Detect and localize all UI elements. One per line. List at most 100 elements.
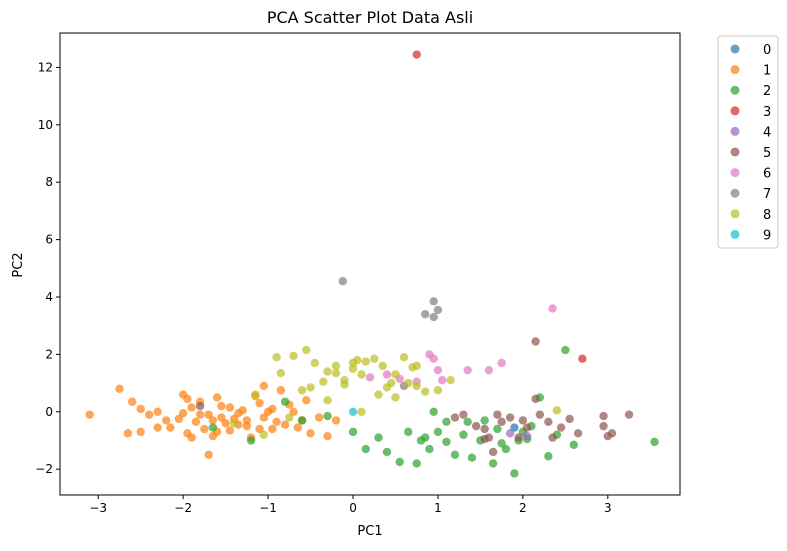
data-point-class-7 <box>421 310 430 319</box>
data-point-class-2 <box>382 447 392 457</box>
legend-label: 9 <box>763 228 771 243</box>
data-point-class-1 <box>280 420 290 429</box>
data-point-class-2 <box>429 407 438 416</box>
data-point-class-1 <box>306 429 315 438</box>
data-point-class-1 <box>276 386 286 395</box>
data-point-class-6 <box>548 304 557 313</box>
legend-label: 8 <box>763 208 771 223</box>
x-tick-label: 1 <box>434 501 442 515</box>
x-tick-label: 2 <box>519 501 527 515</box>
legend-marker <box>730 44 740 54</box>
data-point-class-1 <box>255 398 264 408</box>
data-point-class-6 <box>463 365 472 375</box>
data-point-class-2 <box>488 459 498 468</box>
data-point-class-5 <box>556 423 566 432</box>
data-point-class-8 <box>285 413 294 422</box>
data-point-class-5 <box>607 429 617 438</box>
x-tick-label: −2 <box>174 501 192 515</box>
data-point-class-2 <box>280 397 290 406</box>
data-point-class-8 <box>340 380 349 389</box>
data-point-class-1 <box>331 416 341 425</box>
data-point-class-5 <box>514 433 523 442</box>
data-point-class-2 <box>442 437 451 447</box>
data-point-class-1 <box>268 404 277 414</box>
data-point-class-1 <box>259 413 269 422</box>
data-point-class-5 <box>548 433 557 442</box>
y-tick-label: 0 <box>45 405 53 419</box>
data-point-class-2 <box>544 452 553 461</box>
data-point-class-7 <box>433 305 443 315</box>
data-point-class-2 <box>412 459 421 468</box>
data-point-class-8 <box>382 383 392 392</box>
data-point-class-8 <box>289 351 298 361</box>
data-point-class-5 <box>531 337 540 346</box>
data-point-class-8 <box>446 376 455 385</box>
data-point-class-2 <box>501 444 511 454</box>
data-point-class-2 <box>421 433 430 442</box>
data-point-class-5 <box>493 410 502 419</box>
data-point-class-1 <box>166 423 175 432</box>
data-point-class-2 <box>650 437 659 447</box>
data-point-class-8 <box>348 364 358 373</box>
legend: 0 1 2 3 4 5 6 7 8 9 <box>717 35 779 249</box>
data-point-class-2 <box>442 417 451 427</box>
data-point-class-8 <box>370 354 379 363</box>
data-point-class-1 <box>144 410 154 419</box>
data-point-class-4 <box>522 431 532 441</box>
data-point-class-8 <box>433 386 443 395</box>
data-point-class-6 <box>365 373 375 382</box>
data-point-class-8 <box>374 390 383 399</box>
legend-label: 6 <box>763 167 771 182</box>
data-point-class-1 <box>302 396 311 405</box>
data-point-class-9 <box>348 407 358 416</box>
data-point-class-2 <box>463 417 472 427</box>
data-point-class-8 <box>302 345 311 355</box>
data-point-class-4 <box>505 429 515 438</box>
data-point-class-1 <box>153 423 162 432</box>
data-point-class-5 <box>535 410 545 419</box>
data-point-class-8 <box>357 370 366 379</box>
data-point-class-6 <box>484 365 494 375</box>
data-point-class-1 <box>289 407 298 416</box>
data-point-class-8 <box>276 368 286 378</box>
data-point-class-8 <box>412 361 421 371</box>
plot-frame <box>59 32 681 496</box>
data-point-class-8 <box>412 381 421 391</box>
data-point-class-2 <box>395 457 404 467</box>
data-point-class-3 <box>412 50 421 59</box>
data-point-class-8 <box>331 361 341 371</box>
legend-label: 7 <box>763 187 771 202</box>
data-point-class-1 <box>187 403 196 412</box>
x-axis-label: PC1 <box>357 524 382 539</box>
y-tick-label: −2 <box>35 462 53 476</box>
data-point-class-6 <box>433 365 443 375</box>
data-point-class-1 <box>221 419 230 428</box>
legend-label: 0 <box>763 43 771 58</box>
data-point-class-2 <box>480 416 489 425</box>
data-point-class-1 <box>212 393 222 402</box>
data-point-class-2 <box>433 427 443 437</box>
data-point-class-2 <box>361 444 370 454</box>
legend-label: 2 <box>763 84 771 99</box>
data-point-class-7 <box>338 277 348 286</box>
data-point-class-8 <box>421 387 430 396</box>
data-point-class-8 <box>310 358 319 368</box>
data-point-class-2 <box>467 453 477 462</box>
data-point-class-0 <box>510 423 519 432</box>
data-point-class-5 <box>450 413 460 422</box>
data-point-class-5 <box>497 417 506 427</box>
legend-marker <box>730 147 740 157</box>
data-point-class-8 <box>348 358 358 368</box>
data-point-class-2 <box>374 433 383 442</box>
y-tick-label: 12 <box>38 60 53 74</box>
x-tick-label: 3 <box>604 501 612 515</box>
y-tick-label: 4 <box>45 290 53 304</box>
data-point-class-5 <box>531 394 540 404</box>
data-point-class-1 <box>195 410 205 419</box>
data-point-class-8 <box>272 353 281 362</box>
data-point-class-8 <box>229 419 239 428</box>
data-point-class-8 <box>331 368 341 378</box>
data-point-class-1 <box>174 414 184 424</box>
data-point-class-2 <box>510 469 519 478</box>
data-point-class-1 <box>178 409 188 418</box>
